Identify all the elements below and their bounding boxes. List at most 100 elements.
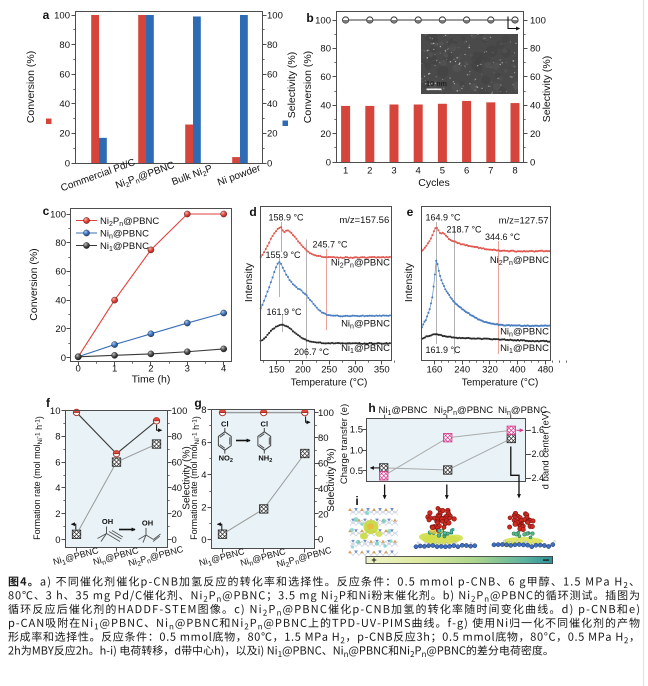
svg-text:7: 7 — [488, 166, 493, 177]
svg-text:Intensity: Intensity — [403, 262, 415, 302]
svg-text:40: 40 — [172, 483, 183, 494]
svg-text:20: 20 — [318, 509, 329, 520]
svg-text:2: 2 — [367, 166, 372, 177]
svg-text:60: 60 — [318, 459, 329, 470]
svg-text:+: + — [371, 555, 376, 565]
svg-text:20: 20 — [55, 324, 66, 335]
svg-text:Conversion (%): Conversion (%) — [25, 51, 37, 123]
svg-text:0: 0 — [318, 535, 323, 546]
svg-text:Ni2Pn@PBNC: Ni2Pn@PBNC — [490, 255, 549, 267]
svg-text:NH2: NH2 — [258, 454, 272, 465]
svg-text:0: 0 — [201, 535, 206, 546]
svg-text:40: 40 — [55, 295, 66, 306]
svg-text:40: 40 — [59, 99, 70, 110]
svg-text:0: 0 — [326, 157, 331, 168]
svg-text:80: 80 — [172, 432, 183, 443]
svg-text:Selectivity (%): Selectivity (%) — [541, 56, 553, 123]
svg-text:8: 8 — [512, 166, 517, 177]
svg-text:Selectivity (%): Selectivity (%) — [326, 448, 337, 511]
svg-text:200: 200 — [295, 365, 311, 376]
svg-text:Cl: Cl — [261, 420, 269, 429]
svg-text:80: 80 — [267, 40, 278, 51]
svg-text:4: 4 — [221, 364, 226, 375]
svg-text:Selectivity (%): Selectivity (%) — [286, 52, 298, 119]
svg-text:10: 10 — [50, 406, 61, 417]
svg-text:8: 8 — [201, 405, 206, 416]
svg-text:OH: OH — [102, 517, 113, 526]
svg-text:Conversion (%): Conversion (%) — [28, 248, 40, 320]
svg-text:8: 8 — [55, 432, 60, 443]
svg-text:NO2: NO2 — [219, 454, 233, 465]
svg-text:218.7 °C: 218.7 °C — [446, 225, 482, 235]
svg-text:Temperature (°C): Temperature (°C) — [462, 378, 539, 389]
svg-text:80: 80 — [320, 44, 331, 55]
svg-text:60: 60 — [55, 267, 66, 278]
svg-text:Charge transfer (e): Charge transfer (e) — [339, 404, 350, 484]
svg-text:80: 80 — [530, 44, 541, 55]
svg-text:Ni1@PBNC: Ni1@PBNC — [341, 343, 390, 355]
svg-text:20: 20 — [267, 129, 278, 140]
svg-text:3: 3 — [391, 166, 396, 177]
svg-text:0: 0 — [530, 157, 535, 168]
svg-text:100: 100 — [318, 408, 334, 419]
svg-text:d band center (eV): d band center (eV) — [541, 411, 552, 490]
svg-text:Ni1@PBNC: Ni1@PBNC — [379, 405, 428, 417]
svg-text:i: i — [355, 494, 358, 508]
svg-text:100: 100 — [315, 15, 331, 26]
svg-text:OH: OH — [142, 519, 153, 528]
svg-text:6: 6 — [464, 166, 469, 177]
svg-text:1.5: 1.5 — [350, 425, 363, 436]
svg-text:20: 20 — [59, 129, 70, 140]
svg-text:d: d — [249, 205, 256, 219]
svg-text:0: 0 — [76, 364, 81, 375]
svg-text:Time (h): Time (h) — [132, 374, 171, 386]
svg-text:Selectivity (%): Selectivity (%) — [182, 446, 193, 509]
svg-text:0: 0 — [65, 158, 70, 169]
svg-text:60: 60 — [530, 72, 541, 83]
svg-text:20: 20 — [172, 509, 183, 520]
svg-text:1.0: 1.0 — [350, 445, 363, 456]
svg-text:m/z=127.57: m/z=127.57 — [499, 216, 549, 227]
svg-text:60: 60 — [320, 72, 331, 83]
svg-text:150: 150 — [269, 365, 285, 376]
svg-text:0: 0 — [61, 353, 66, 364]
svg-text:20: 20 — [320, 129, 331, 140]
svg-text:Ni1@PBNC: Ni1@PBNC — [100, 241, 149, 253]
svg-text:20: 20 — [530, 129, 541, 140]
svg-text:Temperature (°C): Temperature (°C) — [291, 378, 368, 389]
svg-text:400: 400 — [510, 365, 526, 376]
svg-text:e: e — [407, 205, 414, 219]
svg-text:a: a — [43, 8, 50, 22]
svg-text:6: 6 — [55, 457, 60, 468]
svg-text:350: 350 — [374, 365, 390, 376]
svg-text:4: 4 — [55, 483, 60, 494]
svg-text:161.9 °C: 161.9 °C — [425, 345, 461, 355]
svg-text:-2.0: -2.0 — [529, 449, 545, 459]
svg-text:40: 40 — [530, 101, 541, 112]
svg-text:Ni2Pn@PBNC: Ni2Pn@PBNC — [100, 216, 159, 228]
svg-text:0: 0 — [172, 535, 177, 546]
svg-text:80: 80 — [59, 40, 70, 51]
svg-text:40: 40 — [320, 101, 331, 112]
svg-text:80: 80 — [55, 238, 66, 249]
svg-text:m/z=157.56: m/z=157.56 — [339, 215, 389, 226]
svg-text:Formation rate (mol molNi-1 h-: Formation rate (mol molNi-1 h-1) — [189, 416, 201, 540]
svg-text:2: 2 — [148, 364, 153, 375]
svg-text:250: 250 — [321, 365, 337, 376]
svg-text:2: 2 — [201, 503, 206, 514]
svg-text:Nin@PBNC: Nin@PBNC — [500, 327, 549, 339]
svg-text:4: 4 — [416, 166, 421, 177]
svg-text:1: 1 — [343, 166, 348, 177]
svg-text:5: 5 — [440, 166, 445, 177]
svg-text:245.7 °C: 245.7 °C — [312, 240, 348, 250]
svg-text:Formation rate (mol molNi-1 h-: Formation rate (mol molNi-1 h-1) — [32, 416, 44, 540]
svg-text:155.9 °C: 155.9 °C — [265, 250, 301, 260]
svg-text:c: c — [43, 204, 50, 218]
svg-text:b: b — [306, 11, 313, 25]
svg-text:h: h — [368, 401, 375, 415]
svg-text:3: 3 — [185, 364, 190, 375]
svg-text:60: 60 — [172, 457, 183, 468]
svg-text:10 nm: 10 nm — [426, 79, 447, 88]
svg-text:161.9 °C: 161.9 °C — [266, 307, 302, 317]
svg-text:Conversion (%): Conversion (%) — [302, 51, 314, 123]
